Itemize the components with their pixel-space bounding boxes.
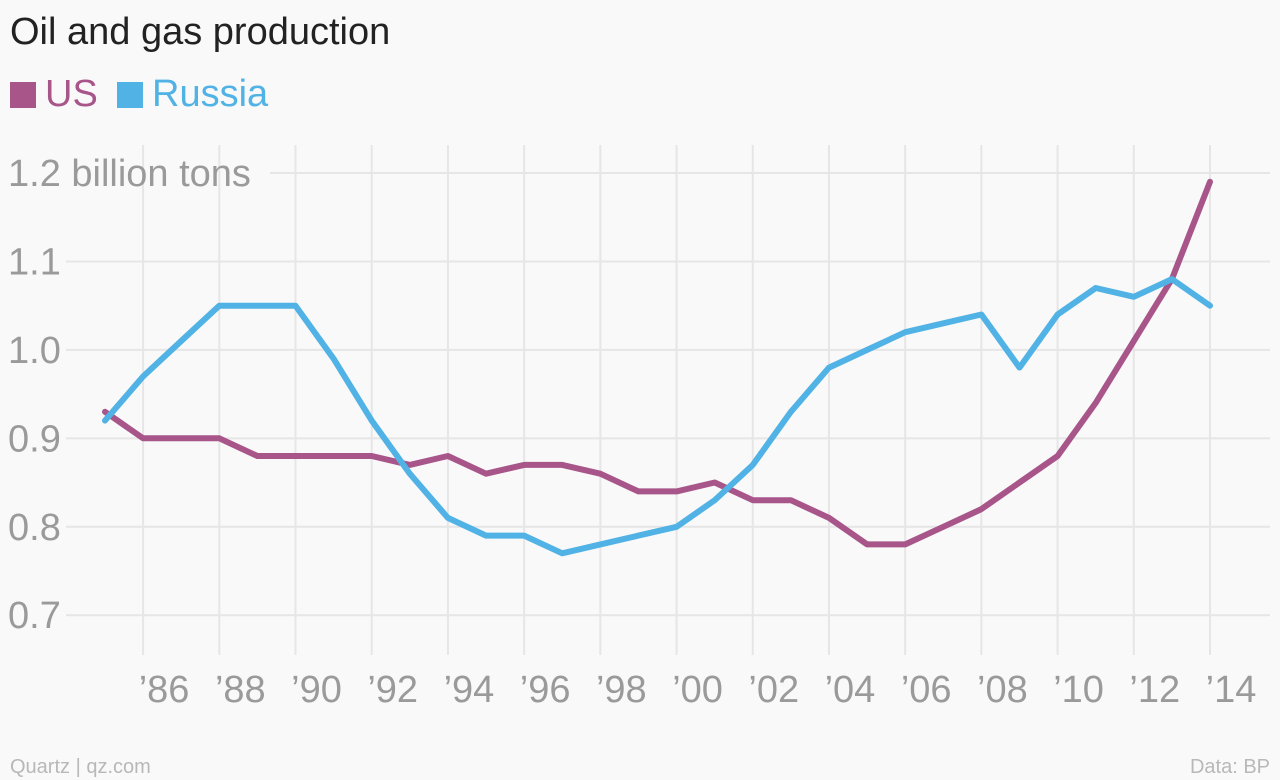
- y-tick-label: 0.9: [8, 418, 61, 460]
- x-tick-label: ’00: [672, 669, 723, 711]
- y-tick-label: 1.0: [8, 330, 61, 372]
- x-tick-label: ’86: [139, 669, 190, 711]
- y-tick-label: 1.1: [8, 241, 61, 283]
- x-axis-ticks: ’86 ’88 ’90 ’92 ’94 ’96 ’98 ’00 ’02 ’04 ’06 ’08 ’10 ’…: [139, 669, 1257, 711]
- x-tick-label: ’94: [444, 669, 495, 711]
- x-tick-label: ’90: [291, 669, 342, 711]
- x-tick-label: ’14: [1206, 669, 1257, 711]
- legend-label-russia: Russia: [152, 73, 269, 115]
- series-line-us: [102, 178, 1213, 548]
- x-tick-label: ’88: [215, 669, 266, 711]
- chart-title: Oil and gas production: [10, 11, 390, 53]
- legend-swatch-russia: [117, 82, 143, 108]
- x-gridlines: [142, 145, 1211, 655]
- x-tick-label: ’12: [1129, 669, 1180, 711]
- y-tick-label: 0.8: [8, 507, 61, 549]
- series-lines: [102, 178, 1213, 557]
- y-axis-ticks: 0.7 0.8 0.9 1.0 1.1 1.2 billion tons: [8, 153, 251, 637]
- y-tick-label: 0.7: [8, 595, 61, 637]
- x-tick-label: ’04: [825, 669, 876, 711]
- x-tick-label: ’08: [977, 669, 1028, 711]
- x-tick-label: ’96: [520, 669, 571, 711]
- legend-swatch-us: [10, 82, 36, 108]
- x-tick-label: ’06: [901, 669, 952, 711]
- x-tick-label: ’98: [596, 669, 647, 711]
- y-tick-label: 1.2 billion tons: [8, 153, 251, 195]
- series-line-russia: [102, 276, 1213, 557]
- footer-source-left: Quartz | qz.com: [10, 756, 151, 778]
- x-tick-label: ’02: [748, 669, 799, 711]
- x-tick-label: ’10: [1053, 669, 1104, 711]
- y-gridlines: [66, 172, 1270, 617]
- legend-label-us: US: [45, 73, 98, 115]
- footer-source-right: Data: BP: [1190, 756, 1270, 778]
- legend: US Russia: [10, 73, 269, 115]
- x-tick-label: ’92: [367, 669, 418, 711]
